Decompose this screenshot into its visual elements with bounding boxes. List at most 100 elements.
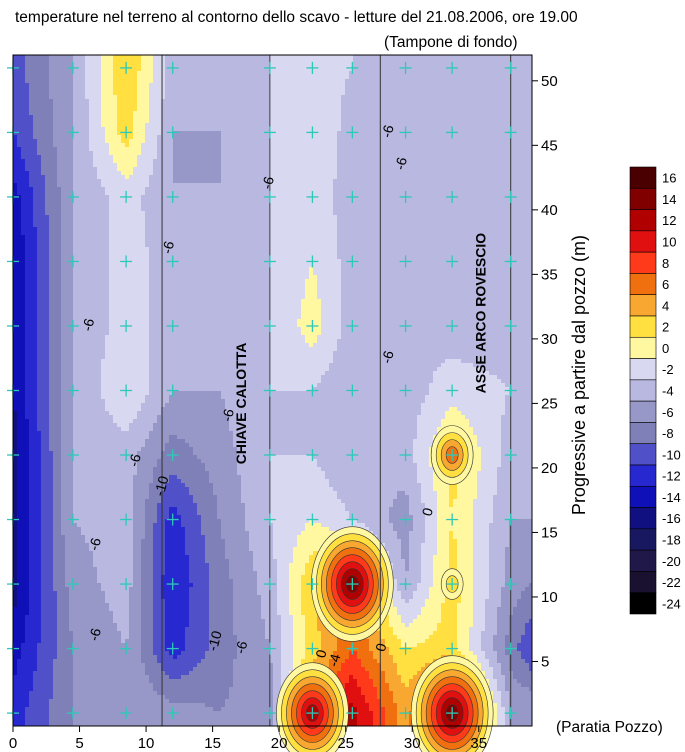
field-cell (209, 71, 213, 75)
field-cell (361, 139, 365, 143)
field-cell (137, 79, 141, 83)
field-cell (393, 67, 397, 71)
field-cell (453, 91, 457, 95)
field-cell (393, 103, 397, 107)
field-cell (329, 135, 333, 139)
field-cell (125, 167, 129, 171)
field-cell (489, 71, 493, 75)
field-cell (365, 151, 369, 155)
field-cell (265, 159, 269, 163)
field-cell (417, 163, 421, 167)
field-cell (469, 171, 473, 175)
field-cell (273, 159, 277, 163)
field-cell (305, 135, 309, 139)
field-cell (149, 151, 153, 155)
field-cell (173, 135, 177, 139)
field-cell (329, 83, 333, 87)
field-cell (145, 191, 149, 195)
field-cell (117, 175, 121, 179)
field-cell (485, 87, 489, 91)
field-cell (349, 111, 353, 115)
field-cell (289, 195, 293, 199)
field-cell (293, 155, 297, 159)
field-cell (257, 75, 261, 79)
field-cell (105, 187, 109, 191)
field-cell (333, 119, 337, 123)
field-cell (401, 123, 405, 127)
field-cell (333, 155, 337, 159)
field-cell (157, 187, 161, 191)
field-cell (429, 187, 433, 191)
field-cell (313, 175, 317, 179)
field-cell (289, 71, 293, 75)
field-cell (261, 123, 265, 127)
field-cell (97, 187, 101, 191)
field-cell (345, 123, 349, 127)
field-cell (205, 171, 209, 175)
field-cell (485, 55, 489, 59)
field-cell (45, 131, 49, 135)
field-cell (113, 151, 117, 155)
field-cell (521, 67, 525, 71)
field-cell (413, 115, 417, 119)
field-cell (429, 155, 433, 159)
field-cell (365, 63, 369, 67)
field-cell (29, 159, 33, 163)
field-cell (85, 107, 89, 111)
field-cell (301, 91, 305, 95)
field-cell (437, 203, 441, 207)
field-cell (485, 91, 489, 95)
field-cell (297, 63, 301, 67)
field-cell (513, 87, 517, 91)
field-cell (413, 187, 417, 191)
field-cell (93, 171, 97, 175)
field-cell (197, 155, 201, 159)
field-cell (381, 139, 385, 143)
field-cell (277, 159, 281, 163)
field-cell (333, 127, 337, 131)
field-cell (345, 155, 349, 159)
field-cell (421, 187, 425, 191)
field-cell (345, 191, 349, 195)
field-cell (173, 159, 177, 163)
field-cell (245, 191, 249, 195)
field-cell (501, 199, 505, 203)
field-cell (477, 87, 481, 91)
field-cell (409, 187, 413, 191)
field-cell (129, 147, 133, 151)
field-cell (393, 143, 397, 147)
field-cell (421, 119, 425, 123)
field-cell (285, 83, 289, 87)
field-cell (313, 191, 317, 195)
field-cell (153, 115, 157, 119)
field-cell (437, 87, 441, 91)
field-cell (93, 163, 97, 167)
field-cell (209, 83, 213, 87)
field-cell (25, 187, 29, 191)
field-cell (185, 131, 189, 135)
field-cell (57, 115, 61, 119)
field-cell (469, 107, 473, 111)
field-cell (413, 59, 417, 63)
field-cell (301, 83, 305, 87)
field-cell (157, 71, 161, 75)
field-cell (277, 127, 281, 131)
field-cell (81, 179, 85, 183)
field-cell (69, 119, 73, 123)
field-cell (157, 67, 161, 71)
field-cell (217, 111, 221, 115)
field-cell (61, 159, 65, 163)
field-cell (237, 151, 241, 155)
field-cell (301, 159, 305, 163)
field-cell (13, 99, 17, 103)
field-cell (93, 123, 97, 127)
field-cell (105, 191, 109, 195)
field-cell (185, 207, 189, 211)
field-cell (417, 183, 421, 187)
field-cell (261, 127, 265, 131)
field-cell (409, 103, 413, 107)
field-cell (489, 131, 493, 135)
field-cell (21, 99, 25, 103)
field-cell (389, 79, 393, 83)
field-cell (357, 115, 361, 119)
